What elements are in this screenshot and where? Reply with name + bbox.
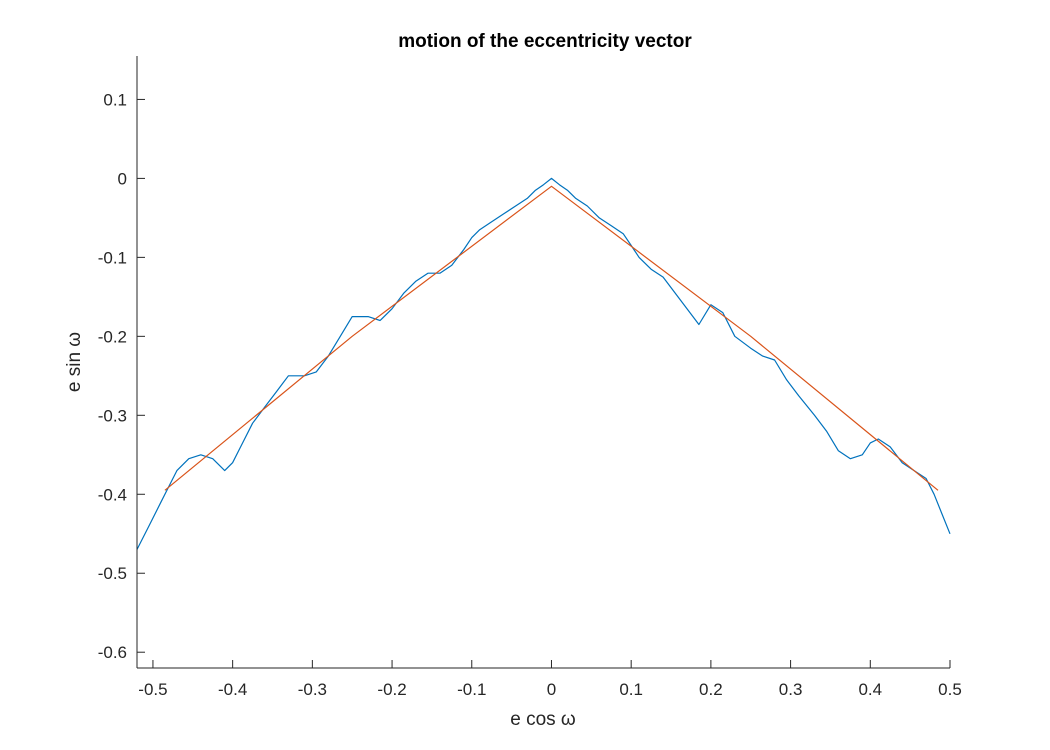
series-line-1 xyxy=(164,185,939,491)
x-tick-label: -0.1 xyxy=(457,680,486,699)
chart-title: motion of the eccentricity vector xyxy=(398,31,692,52)
plot-area xyxy=(136,177,951,550)
x-ticks: -0.5 -0.4 -0.3 -0.2 -0.1 0 0.1 0.2 0.3 0.4 0.5 xyxy=(138,660,962,699)
y-ticks: 0.1 0 -0.1 -0.2 -0.3 -0.4 -0.5 -0.6 xyxy=(98,90,145,662)
x-tick-label: 0.1 xyxy=(619,680,643,699)
x-tick-label: 0.4 xyxy=(858,680,882,699)
x-tick-label: 0.3 xyxy=(779,680,803,699)
y-tick-label: -0.3 xyxy=(98,406,127,425)
y-tick-label: -0.2 xyxy=(98,327,127,346)
y-tick-label: -0.5 xyxy=(98,564,127,583)
y-tick-label: -0.4 xyxy=(98,485,127,504)
series-line-0 xyxy=(136,177,951,550)
y-tick-label: 0 xyxy=(118,169,127,188)
x-tick-label: -0.4 xyxy=(218,680,247,699)
y-tick-label: -0.1 xyxy=(98,248,127,267)
x-tick-label: -0.5 xyxy=(138,680,167,699)
y-axis-label: e sin ω xyxy=(64,332,85,392)
x-axis-label: e cos ω xyxy=(510,709,576,730)
x-tick-label: -0.2 xyxy=(377,680,406,699)
y-tick-label: 0.1 xyxy=(103,90,127,109)
x-tick-label: 0.2 xyxy=(699,680,723,699)
x-tick-label: 0.5 xyxy=(938,680,962,699)
y-tick-label: -0.6 xyxy=(98,643,127,662)
x-tick-label: 0 xyxy=(547,680,556,699)
x-tick-label: -0.3 xyxy=(298,680,327,699)
